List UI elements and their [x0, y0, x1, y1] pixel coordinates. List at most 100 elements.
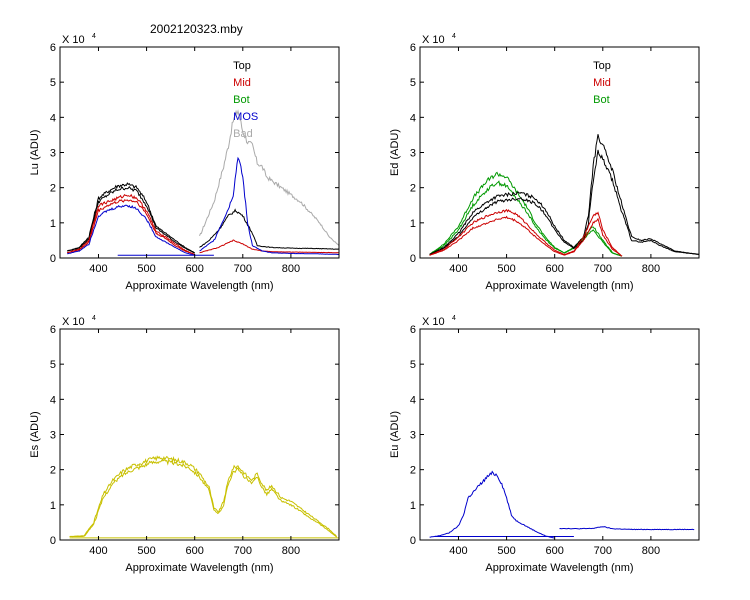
eu-ytick-label: 6 [410, 324, 416, 336]
lu-ytick-label: 6 [50, 42, 56, 54]
page-title: 2002120323.mby [150, 22, 243, 36]
eu-xtick-label: 400 [449, 545, 467, 557]
lu-ylabel: Lu (ADU) [29, 130, 41, 176]
eu-ylabel: Eu (ADU) [389, 411, 401, 458]
ed-ytick-label: 2 [410, 183, 416, 195]
es-ytick-label: 2 [50, 465, 56, 477]
es-ytick-label: 5 [50, 359, 56, 371]
ed-series-mid-5 [429, 215, 623, 257]
lu-xtick-label: 500 [137, 263, 155, 275]
ed-xlabel: Approximate Wavelength (nm) [485, 280, 633, 292]
es-exponent-label: X 10 [62, 316, 85, 328]
ed-legend-bot: Bot [593, 94, 610, 106]
lu-series-bad-0 [199, 109, 339, 247]
eu-xtick-label: 600 [546, 545, 564, 557]
ed-plot-frame [419, 46, 700, 259]
eu-series-eu-2 [559, 526, 695, 531]
lu-xtick-label: 600 [186, 263, 204, 275]
eu-exponent-label: X 10 [422, 316, 445, 328]
eu-series-eu-0 [429, 470, 555, 539]
lu-ytick-label: 5 [50, 77, 56, 89]
lu-series-mid-4 [67, 193, 195, 255]
ed-ytick-label: 3 [410, 148, 416, 160]
ed-series-top-3 [429, 149, 699, 255]
es-ytick-label: 0 [50, 535, 56, 547]
ed-xtick-label: 600 [546, 263, 564, 275]
es-ytick-label: 1 [50, 500, 56, 512]
lu-xtick-label: 700 [234, 263, 252, 275]
ed-ytick-label: 0 [410, 253, 416, 265]
es-exponent-power: 4 [92, 315, 96, 322]
ed-chart: 0 1 2 3 4 5 6 400 500 600 700 800 X 10 4 Approximate W… [389, 33, 700, 292]
es-series-es-0 [69, 455, 337, 538]
lu-legend-bot: Bot [233, 94, 250, 106]
eu-exponent-power: 4 [452, 315, 456, 322]
ed-exponent-label: X 10 [422, 34, 445, 46]
lu-series-top-1 [66, 182, 195, 254]
es-series-es-1 [69, 458, 337, 538]
lu-ytick-label: 4 [50, 112, 56, 124]
ed-series-bot-1 [429, 180, 623, 257]
lu-legend-top: Top [233, 60, 251, 72]
lu-ytick-label: 3 [50, 148, 56, 160]
lu-xtick-label: 400 [89, 263, 107, 275]
lu-legend-mos: MOS [233, 111, 258, 123]
lu-xlabel: Approximate Wavelength (nm) [125, 280, 273, 292]
lu-series-top-3 [199, 208, 339, 250]
eu-ytick-label: 0 [410, 535, 416, 547]
lu-ytick-label: 1 [50, 218, 56, 230]
ed-legend-mid: Mid [593, 77, 611, 89]
es-ytick-label: 6 [50, 324, 56, 336]
es-ylabel: Es (ADU) [29, 411, 41, 457]
lu-legend-mid: Mid [233, 77, 251, 89]
ed-legend-top: Top [593, 60, 611, 72]
es-xtick-label: 800 [282, 545, 300, 557]
es-chart: 0 1 2 3 4 5 6 400 500 600 700 800 X 10 4 Approximate W… [29, 315, 340, 574]
ed-ytick-label: 4 [410, 112, 416, 124]
ed-exponent-power: 4 [452, 33, 456, 40]
lu-exponent-power: 4 [92, 33, 96, 40]
eu-ytick-label: 2 [410, 465, 416, 477]
eu-series-group [429, 470, 695, 539]
ed-ylabel: Ed (ADU) [389, 129, 401, 176]
ed-series-group [429, 134, 699, 257]
lu-series-mid-6 [199, 239, 339, 254]
lu-series-mos-7 [67, 204, 195, 256]
eu-ytick-label: 3 [410, 430, 416, 442]
es-xlabel: Approximate Wavelength (nm) [125, 562, 273, 574]
lu-series-group [66, 109, 339, 256]
eu-ytick-label: 4 [410, 394, 416, 406]
lu-plot-frame [59, 46, 340, 259]
eu-xtick-label: 500 [497, 545, 515, 557]
es-series-group [69, 455, 339, 539]
lu-ytick-label: 2 [50, 183, 56, 195]
lu-series-top-2 [67, 186, 195, 254]
lu-ytick-label: 0 [50, 253, 56, 265]
eu-xtick-label: 700 [594, 545, 612, 557]
ed-ytick-label: 5 [410, 77, 416, 89]
ed-ytick-label: 1 [410, 218, 416, 230]
ed-xtick-label: 500 [497, 263, 515, 275]
es-xtick-label: 500 [137, 545, 155, 557]
es-ytick-label: 4 [50, 394, 56, 406]
lu-exponent-label: X 10 [62, 34, 85, 46]
eu-chart: 0 1 2 3 4 5 6 400 500 600 700 800 X 10 4 Approximate W… [389, 315, 700, 574]
eu-ytick-label: 5 [410, 359, 416, 371]
lu-xtick-label: 800 [282, 263, 300, 275]
lu-chart: 0 1 2 3 4 5 6 400 500 600 700 800 X 10 4 Approximate W… [29, 33, 340, 292]
es-xtick-label: 400 [89, 545, 107, 557]
es-xtick-label: 600 [186, 545, 204, 557]
ed-ytick-label: 6 [410, 42, 416, 54]
ed-series-mid-4 [429, 208, 623, 257]
ed-xtick-label: 400 [449, 263, 467, 275]
es-xtick-label: 700 [234, 545, 252, 557]
eu-plot-frame [419, 328, 700, 541]
ed-xtick-label: 800 [642, 263, 660, 275]
eu-xlabel: Approximate Wavelength (nm) [485, 562, 633, 574]
lu-series-mid-5 [67, 199, 195, 255]
eu-xtick-label: 800 [642, 545, 660, 557]
lu-series-mos-8 [199, 156, 339, 255]
ed-series-top-2 [429, 134, 699, 255]
